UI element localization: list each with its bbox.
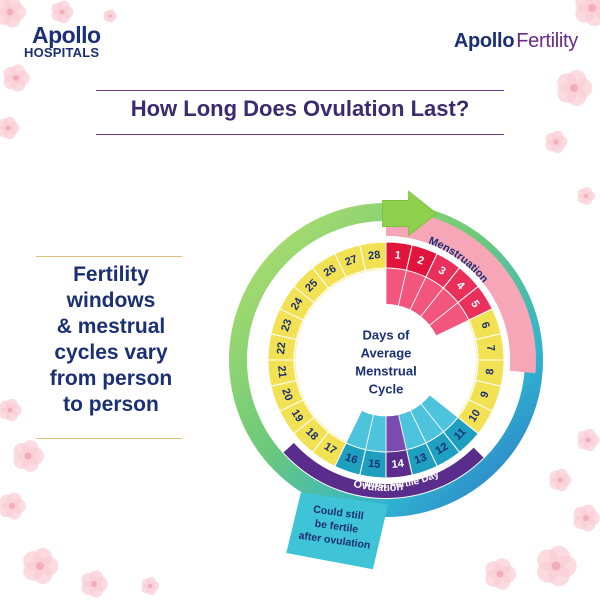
day-number-26: 26 bbox=[322, 263, 339, 280]
side-rule-bottom bbox=[36, 438, 182, 439]
flower-center bbox=[551, 561, 561, 571]
side-line: & mestrual bbox=[56, 315, 166, 338]
flower-petal bbox=[21, 440, 39, 458]
flower-center bbox=[36, 562, 44, 570]
flower-center bbox=[557, 477, 563, 483]
day-number-17: 17 bbox=[322, 441, 339, 458]
side-line: Fertility bbox=[73, 263, 149, 286]
flower-center bbox=[108, 14, 112, 18]
flower-petal bbox=[146, 577, 157, 587]
flower-petal bbox=[5, 398, 18, 411]
day-cell-28 bbox=[359, 241, 387, 271]
ovulation-label-path: Ovulation bbox=[352, 478, 404, 494]
side-line: windows bbox=[66, 289, 156, 312]
flower-center bbox=[583, 515, 589, 521]
flower-petal bbox=[107, 9, 115, 17]
ovulation-label: Ovulation bbox=[352, 478, 404, 494]
flower-center bbox=[7, 407, 13, 413]
day-number-28: 28 bbox=[367, 249, 381, 262]
day-number-10: 10 bbox=[467, 407, 484, 424]
side-line: to person bbox=[63, 393, 159, 416]
logo-right-sub: Fertility bbox=[516, 30, 578, 52]
title-rule-top bbox=[96, 90, 504, 91]
flower-center bbox=[585, 437, 591, 443]
flower-petal bbox=[583, 428, 596, 441]
day-number-6: 6 bbox=[478, 320, 491, 330]
flower-center bbox=[570, 84, 578, 92]
title-rule-bottom bbox=[96, 134, 504, 135]
center-disk bbox=[330, 304, 442, 416]
side-text: Fertility windows & mestrual cycles vary… bbox=[36, 262, 186, 418]
flower-center bbox=[91, 581, 97, 587]
flower-center bbox=[148, 584, 152, 588]
day-number-5: 5 bbox=[468, 298, 481, 310]
day-number-2: 2 bbox=[416, 254, 426, 267]
flower-petal bbox=[582, 187, 593, 197]
apollo-hospitals-logo: Apollo HOSPITALS bbox=[22, 24, 101, 60]
day-number-21: 21 bbox=[275, 365, 288, 379]
flower-petal bbox=[493, 558, 511, 576]
ovulation-band bbox=[283, 441, 484, 498]
page-title: How Long Does Ovulation Last? bbox=[130, 96, 470, 121]
day-number-13: 13 bbox=[413, 451, 429, 466]
flower-petal bbox=[88, 570, 104, 585]
side-rule-top bbox=[36, 256, 182, 257]
side-line: cycles vary bbox=[54, 341, 168, 364]
cycle-arrow bbox=[382, 190, 438, 237]
flower-center bbox=[59, 9, 65, 15]
day-number-14: 14 bbox=[391, 458, 405, 471]
center-label-line: Average bbox=[361, 346, 412, 361]
note-box bbox=[286, 492, 389, 570]
flower-petal bbox=[548, 545, 570, 568]
flower-center bbox=[5, 125, 11, 131]
day-number-19: 19 bbox=[289, 407, 306, 424]
flower-center bbox=[13, 75, 19, 81]
side-line: from person bbox=[49, 367, 173, 390]
day-number-9: 9 bbox=[478, 390, 491, 400]
day-number-1: 1 bbox=[394, 249, 401, 262]
flower-petal bbox=[10, 64, 26, 79]
logo-left-name: Apollo bbox=[32, 22, 101, 48]
day-number-22: 22 bbox=[275, 341, 288, 355]
flower-petal bbox=[6, 492, 22, 507]
apollo-fertility-logo: Apollo Fertility bbox=[454, 30, 578, 53]
day-number-12: 12 bbox=[433, 441, 450, 458]
flower-center bbox=[6, 8, 14, 16]
day-number-16: 16 bbox=[344, 451, 360, 466]
flower-petal bbox=[555, 468, 568, 481]
center-label-line: Menstrual bbox=[355, 364, 416, 379]
logo-left-sub: HOSPITALS bbox=[24, 45, 100, 60]
day-number-15: 15 bbox=[367, 458, 381, 471]
flower-center bbox=[9, 503, 15, 509]
flower-center bbox=[24, 452, 32, 460]
flower-petal bbox=[3, 116, 16, 129]
day-number-20: 20 bbox=[279, 387, 294, 403]
flower-petal bbox=[551, 130, 564, 143]
day-number-8: 8 bbox=[484, 368, 497, 375]
logo-right-name: Apollo bbox=[453, 30, 515, 52]
flower-petal bbox=[33, 548, 53, 568]
flower-petal bbox=[567, 70, 587, 90]
day-number-27: 27 bbox=[344, 253, 360, 268]
day-number-3: 3 bbox=[436, 264, 448, 277]
flower-petal bbox=[580, 504, 596, 519]
day-number-7: 7 bbox=[484, 345, 497, 352]
flower-center bbox=[553, 139, 559, 145]
flower-center bbox=[588, 4, 596, 12]
day-number-23: 23 bbox=[279, 318, 294, 334]
flower-center bbox=[584, 194, 588, 198]
flower-petal bbox=[57, 0, 70, 13]
flower-center bbox=[496, 570, 504, 578]
center-label-line: Days of bbox=[363, 328, 411, 343]
center-label-line: Cycle bbox=[369, 382, 404, 397]
